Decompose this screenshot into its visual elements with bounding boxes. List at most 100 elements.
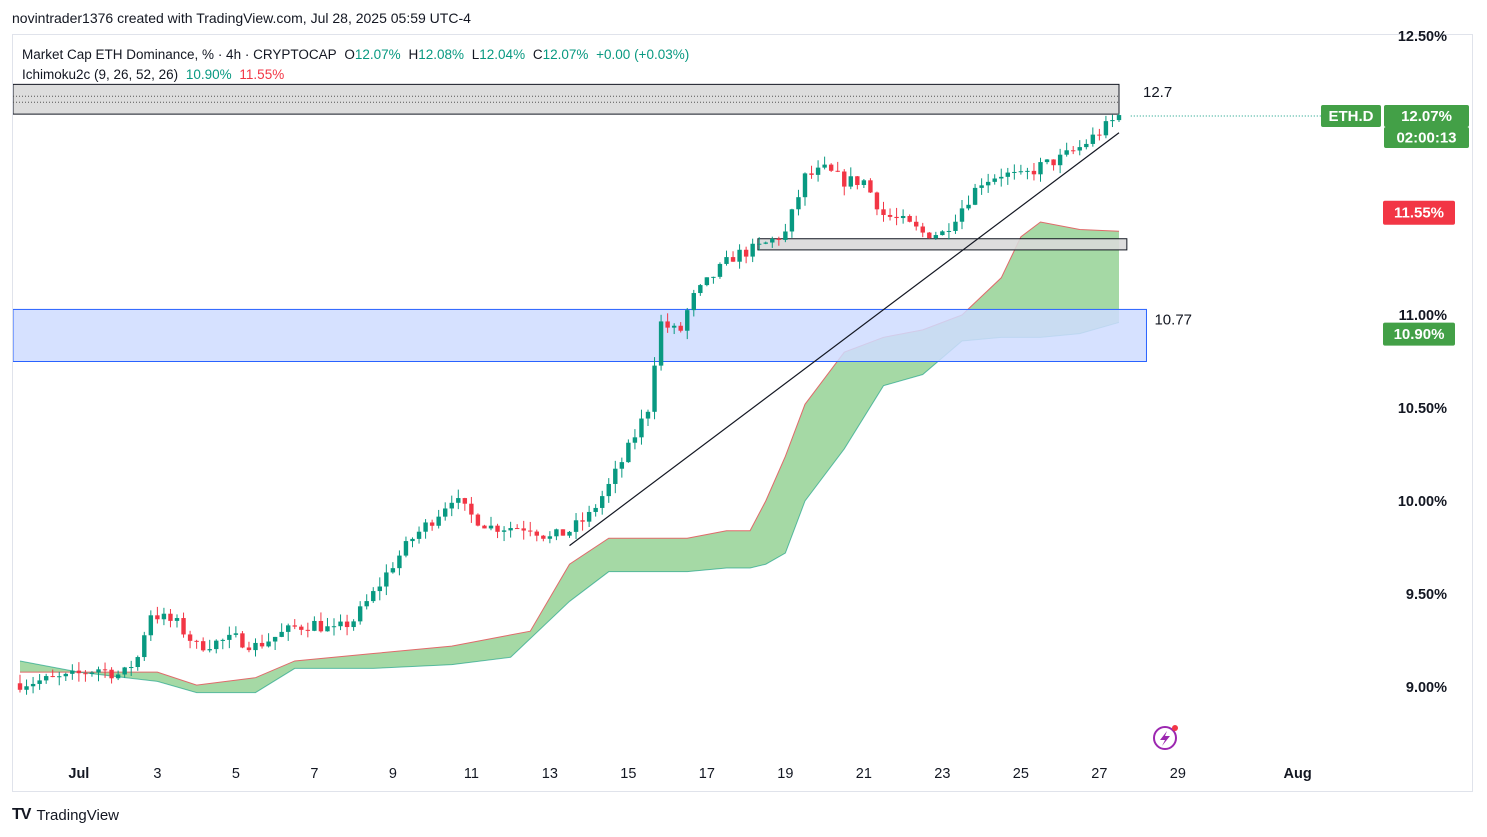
candle-body (351, 621, 356, 628)
span-b-badge-text: 10.90% (1394, 326, 1445, 343)
candle-body (842, 171, 847, 187)
candle-body (30, 683, 36, 687)
candle-body (711, 276, 716, 278)
x-tick-label: 23 (934, 766, 950, 782)
candle-body (613, 468, 618, 484)
candle-body (665, 321, 670, 328)
candle-body (920, 226, 925, 233)
candle-body (449, 502, 454, 509)
candle-body (89, 672, 95, 674)
candle-body (371, 591, 376, 602)
y-tick-label: 10.00% (1398, 494, 1447, 510)
lightning-icon-dot (1172, 725, 1178, 731)
indicator-legend-row[interactable]: Ichimoku2c (9, 26, 52, 26) 10.90% 11.55% (22, 65, 693, 85)
candle-body (384, 572, 389, 587)
candle-body (1012, 171, 1017, 173)
candle-body (57, 676, 62, 678)
candle-body (1084, 143, 1089, 148)
candle-body (227, 634, 232, 640)
span-a-badge-text: 11.55% (1394, 205, 1444, 222)
candle-body (946, 230, 952, 232)
candle-body (959, 208, 965, 222)
candle-body (632, 437, 638, 443)
candle-body (357, 606, 363, 622)
candle-body (1116, 115, 1122, 121)
candle-body (272, 636, 278, 642)
candle-body (606, 483, 611, 497)
candle-body (161, 613, 167, 620)
candle-body (390, 568, 396, 573)
candle-body (521, 528, 526, 531)
candle-body (76, 670, 82, 674)
chart-legend: Market Cap ETH Dominance, % · 4h · CRYPT… (22, 45, 693, 85)
candle-body (436, 516, 441, 526)
span-a-badge: 11.55% (1383, 200, 1455, 225)
span-b-badge: 10.90% (1383, 322, 1455, 346)
candle-body (933, 235, 939, 239)
candle-body (233, 633, 239, 635)
candle-body (586, 511, 592, 522)
candle-body (704, 277, 710, 286)
countdown-badge-text: 02:00:13 (1396, 129, 1456, 146)
candle-body (50, 676, 55, 678)
x-tick-label: 21 (856, 766, 872, 782)
last-price-badge-text: 12.07% (1401, 108, 1452, 125)
candle-body (403, 541, 409, 556)
x-tick-label: 25 (1013, 766, 1029, 782)
candle-body (259, 642, 265, 647)
candle-body (698, 285, 703, 294)
symbol-legend-row: Market Cap ETH Dominance, % · 4h · CRYPT… (22, 45, 693, 65)
zone-label-upper: 12.7 (1143, 84, 1172, 101)
candle-body (992, 178, 997, 182)
ichimoku-span-b-line (19, 321, 1120, 694)
ohlc-low: L12.04% (471, 47, 526, 62)
candle-body (501, 530, 507, 532)
candle-body (750, 243, 755, 257)
candle-body (914, 221, 919, 227)
candle-body (1090, 134, 1096, 144)
candle-body (1071, 150, 1076, 152)
candle-body (757, 243, 762, 245)
candle-body (181, 618, 186, 635)
candle-body (96, 669, 101, 673)
candle-body (292, 625, 297, 627)
candle-body (318, 620, 324, 632)
candle-body (528, 530, 533, 532)
candle-body (868, 180, 873, 193)
candle-body (770, 238, 775, 243)
y-tick-label: 9.50% (1406, 587, 1447, 603)
y-tick-label: 12.50% (1398, 29, 1447, 45)
candle-body (17, 683, 23, 690)
candle-body (1044, 159, 1050, 163)
candle-body (469, 503, 474, 515)
lightning-icon (1153, 725, 1178, 750)
candle-body (344, 621, 350, 628)
candle-body (541, 535, 546, 539)
candle-body (475, 514, 481, 526)
candle-body (1097, 134, 1102, 136)
y-tick-label: 11.00% (1399, 308, 1447, 324)
candle-body (985, 181, 991, 186)
candle-body (979, 185, 984, 188)
candle-body (155, 615, 160, 620)
footer-branding[interactable]: TV TradingView (12, 806, 119, 824)
last-price-badge-bg (1384, 104, 1469, 127)
candle-body (482, 525, 487, 529)
symbol-badge-text: ETH.D (1329, 108, 1374, 125)
candle-body (554, 529, 559, 537)
plot-area (13, 83, 1147, 695)
candle-body (364, 601, 369, 607)
candle-body (462, 498, 468, 504)
candle-body (828, 164, 834, 171)
candle-body (456, 498, 461, 503)
candle-body (881, 209, 886, 215)
candle-body (560, 529, 566, 536)
candle-body (397, 555, 402, 569)
candle-body (508, 528, 513, 531)
candle-body (279, 631, 284, 637)
tradingview-brand: TradingView (36, 806, 119, 824)
lightning-icon-ring (1153, 726, 1177, 750)
candle-body (423, 522, 428, 532)
chart-frame (12, 34, 1473, 792)
